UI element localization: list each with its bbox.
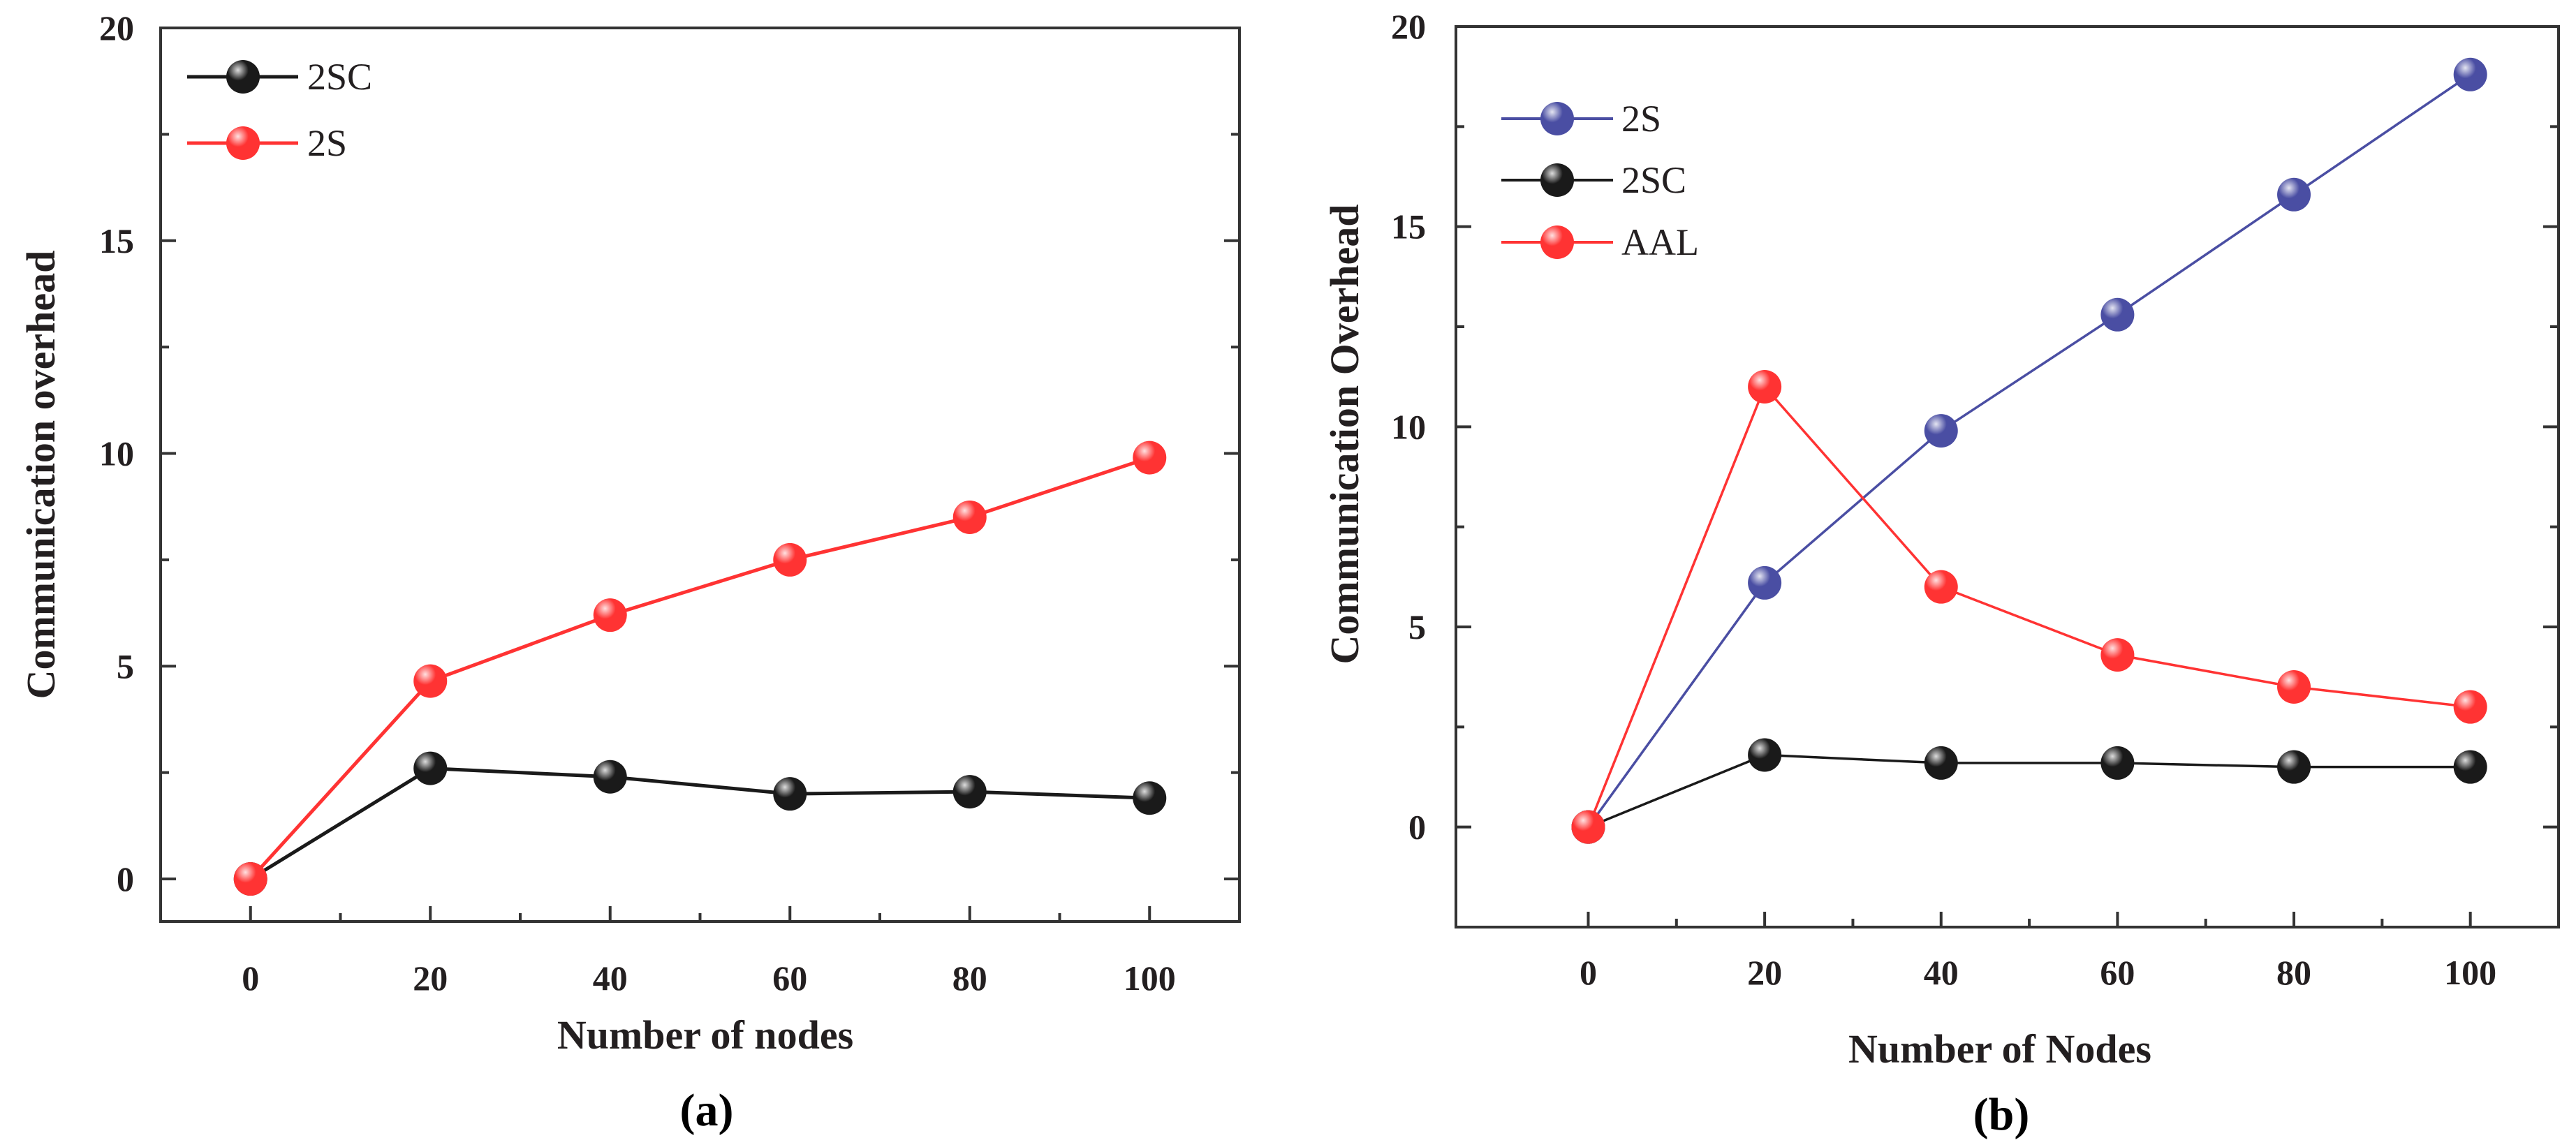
chart-b-y-tick-label: 0 — [1408, 808, 1426, 847]
chart-a-point-shine-2s — [413, 665, 447, 698]
chart-a-point-shine-2s — [773, 543, 807, 577]
chart-b-point-shine-2sc — [2277, 750, 2311, 784]
chart-a-y-axis-title: Communication overhead — [18, 251, 64, 700]
chart-a-caption: (a) — [680, 1085, 734, 1136]
chart-b-y-axis-title: Communication Overhead — [1322, 205, 1367, 665]
chart-b-point-shine-aal — [1924, 570, 1958, 604]
figure: 0 20 40 60 80 100 05101520 2SC 2S Number of n… — [0, 0, 2576, 1147]
chart-b-x-axis-title: Number of Nodes — [1848, 1026, 2151, 1072]
chart-a-x-ticks: 0 20 40 60 80 100 — [242, 906, 1176, 998]
chart-b-legend-label-2sc: 2SC — [1621, 159, 1686, 201]
chart-a-point-shine-2s — [1133, 441, 1166, 475]
chart-a-legend-marker-2s-shine — [226, 126, 260, 160]
chart-b-point-shine-2sc — [2100, 746, 2134, 780]
chart-b-point-shine-2s — [2100, 298, 2134, 332]
chart-a-x-tick-label: 80 — [952, 959, 987, 998]
chart-b-point-shine-2sc — [1748, 738, 1781, 771]
chart-b-legend-marker-aal-shine — [1540, 225, 1574, 259]
chart-b-point-shine-2s — [1748, 566, 1781, 600]
chart-a-point-shine-2s — [234, 862, 267, 896]
chart-b-caption: (b) — [1973, 1089, 2030, 1140]
chart-a-point-shine-2sc — [594, 760, 627, 794]
chart-a: 0 20 40 60 80 100 0 5 10 15 20 2SC 2S Number of n… — [18, 8, 1239, 1136]
chart-a-point-shine-2s — [594, 598, 627, 632]
chart-b: 0 20 40 60 80 100 0 5 10 15 20 2S 2SC AAL Number … — [1322, 7, 2559, 1140]
chart-a-x-tick-label: 100 — [1124, 959, 1176, 998]
chart-a-y-tick-label: 20 — [99, 8, 134, 47]
chart-a-x-tick-label: 60 — [772, 959, 807, 998]
chart-a-series — [234, 441, 1167, 896]
chart-b-x-tick-label: 20 — [1747, 953, 1782, 992]
chart-a-y-tick-label: 10 — [99, 434, 134, 473]
chart-a-x-tick-label: 0 — [242, 959, 259, 998]
chart-b-x-tick-label: 60 — [2100, 953, 2135, 992]
chart-a-point-shine-2sc — [953, 775, 987, 808]
chart-b-series-line-aal — [1588, 387, 2470, 827]
chart-a-legend-label-2sc: 2SC — [307, 56, 372, 98]
chart-b-y-tick-label: 10 — [1391, 407, 1426, 446]
chart-b-legend-marker-2sc-shine — [1540, 163, 1574, 197]
chart-a-point-shine-2s — [953, 501, 987, 534]
chart-a-x-axis-title: Number of nodes — [557, 1012, 853, 1058]
chart-b-point-shine-2sc — [1924, 746, 1958, 780]
chart-a-legend-label-2s: 2S — [307, 122, 347, 164]
chart-a-x-tick-label: 20 — [413, 959, 448, 998]
chart-b-x-ticks: 0 20 40 60 80 100 — [1580, 912, 2496, 992]
chart-a-legend: 2SC 2S — [187, 56, 372, 164]
chart-a-y-tick-label: 15 — [99, 221, 134, 260]
chart-a-y-tick-label: 5 — [117, 646, 134, 686]
chart-b-x-tick-label: 0 — [1580, 953, 1597, 992]
chart-a-legend-marker-2sc-shine — [226, 60, 260, 94]
chart-a-y-tick-label: 0 — [117, 859, 134, 898]
chart-b-y-tick-label: 20 — [1391, 7, 1426, 46]
chart-b-legend-label-aal: AAL — [1621, 221, 1699, 263]
chart-b-point-shine-aal — [1571, 811, 1605, 844]
chart-b-point-shine-aal — [2277, 670, 2311, 704]
chart-a-point-shine-2sc — [1133, 781, 1166, 815]
chart-a-point-shine-2sc — [413, 752, 447, 785]
chart-b-point-shine-2s — [2277, 178, 2311, 212]
chart-b-x-tick-label: 40 — [1924, 953, 1959, 992]
chart-b-legend: 2S 2SC AAL — [1501, 98, 1699, 263]
chart-b-x-tick-label: 100 — [2444, 953, 2496, 992]
chart-b-series — [1571, 58, 2487, 844]
chart-b-y-tick-label: 15 — [1391, 207, 1426, 246]
chart-a-point-shine-2sc — [773, 777, 807, 811]
chart-b-series-line-2s — [1588, 75, 2470, 827]
chart-b-legend-label-2s: 2S — [1621, 98, 1661, 140]
chart-a-series-line-2sc — [251, 769, 1150, 879]
chart-a-x-tick-label: 40 — [593, 959, 628, 998]
chart-b-y-tick-label: 5 — [1408, 607, 1426, 646]
chart-b-point-shine-aal — [1748, 370, 1781, 404]
chart-b-x-tick-label: 80 — [2276, 953, 2311, 992]
chart-b-point-shine-aal — [2100, 638, 2134, 672]
chart-b-point-shine-2sc — [2454, 750, 2487, 784]
chart-b-series-line-2sc — [1588, 755, 2470, 827]
chart-b-point-shine-aal — [2454, 690, 2487, 724]
chart-a-series-line-2s — [251, 458, 1150, 879]
chart-b-legend-marker-2s-shine — [1540, 102, 1574, 135]
chart-b-point-shine-2s — [1924, 414, 1958, 447]
chart-b-point-shine-2s — [2454, 58, 2487, 91]
